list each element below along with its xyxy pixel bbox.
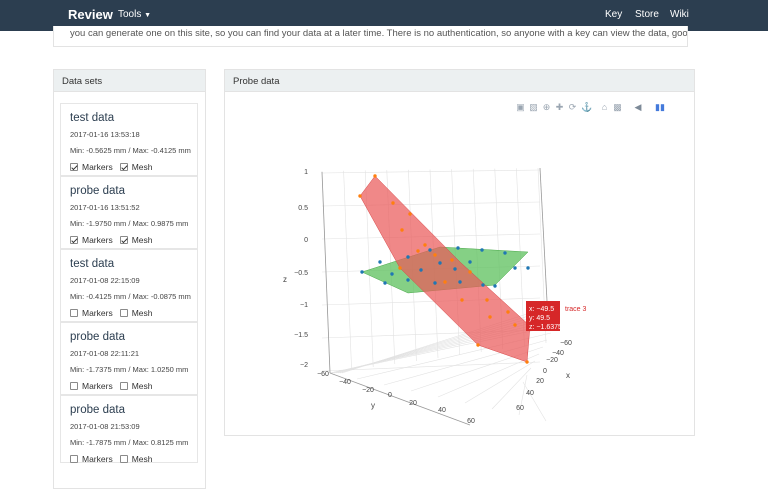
dataset-title[interactable]: test data [70, 258, 115, 270]
turntable-icon[interactable]: ⚓ [581, 101, 593, 112]
plot-modebar: ▣ ▧ ⊕ ✚ ⟳ ⚓ ⌂ ▩ ◀ ▮▮ [516, 101, 670, 113]
dataset-options: Markers Mesh [70, 162, 153, 172]
dataset-title[interactable]: probe data [70, 331, 125, 343]
dataset-range: Min: -0.5625 mm / Max: -0.4125 mm [70, 146, 191, 155]
zoom-icon[interactable]: ⊕ [542, 101, 551, 112]
reset-icon[interactable]: ▩ [613, 101, 622, 112]
dataset-date: 2017-01-08 22:11:21 [70, 349, 140, 358]
markers-checkbox[interactable] [70, 382, 78, 390]
banner-text: you can generate one on this site, so yo… [70, 28, 688, 39]
dataset-date: 2017-01-08 21:53:09 [70, 422, 140, 431]
dataset-options: Markers Mesh [70, 454, 153, 464]
dataset-options: Markers Mesh [70, 381, 153, 391]
home-icon[interactable]: ⌂ [601, 101, 608, 112]
markers-checkbox[interactable] [70, 236, 78, 244]
markers-label: Markers [82, 162, 113, 172]
info-banner: you can generate one on this site, so yo… [53, 26, 688, 47]
dataset-item: probe data 2017-01-16 13:51:52 Min: -1.975… [60, 176, 198, 249]
nav-link-wiki[interactable]: Wiki [670, 9, 689, 20]
brand-link[interactable]: Review [68, 7, 113, 22]
dataset-date: 2017-01-08 22:15:09 [70, 276, 140, 285]
pan-icon[interactable]: ✚ [555, 101, 564, 112]
tools-label: Tools [118, 9, 142, 20]
caret-down-icon: ▼ [144, 12, 152, 19]
probe-data-heading: Probe data [225, 70, 694, 92]
dataset-range: Min: -1.7375 mm / Max: 1.0250 mm [70, 365, 189, 374]
dataset-item: test data 2017-01-08 22:15:09 Min: -0.4125… [60, 249, 198, 322]
camera-icon[interactable]: ▣ [516, 101, 525, 112]
nav-link-store[interactable]: Store [635, 9, 659, 20]
nav-link-key[interactable]: Key [605, 9, 623, 20]
dataset-date: 2017-01-16 13:53:18 [70, 130, 140, 139]
datasets-heading: Data sets [54, 70, 205, 92]
mesh-label: Mesh [131, 308, 153, 318]
hover-icon[interactable]: ◀ [634, 101, 642, 112]
mesh-checkbox[interactable] [119, 163, 128, 171]
markers-label: Markers [82, 235, 113, 245]
mesh-label: Mesh [131, 381, 153, 391]
markers-label: Markers [82, 381, 113, 391]
dataset-item: probe data 2017-01-08 21:53:09 Min: -1.787… [60, 395, 198, 464]
mesh-checkbox[interactable] [119, 309, 128, 317]
dataset-item: test data 2017-01-16 13:53:18 Min: -0.5625… [60, 103, 198, 176]
save-icon[interactable]: ▧ [529, 101, 538, 112]
markers-checkbox[interactable] [70, 163, 78, 171]
markers-checkbox[interactable] [70, 455, 78, 463]
dataset-options: Markers Mesh [70, 235, 153, 245]
mesh-label: Mesh [131, 235, 153, 245]
dataset-title[interactable]: probe data [70, 404, 125, 416]
mesh-checkbox[interactable] [119, 382, 128, 390]
mesh-checkbox[interactable] [119, 455, 128, 463]
mesh-label: Mesh [131, 454, 153, 464]
dataset-title[interactable]: test data [70, 112, 115, 124]
dataset-date: 2017-01-16 13:51:52 [70, 203, 140, 212]
dataset-range: Min: -1.7875 mm / Max: 0.8125 mm [70, 438, 189, 447]
markers-label: Markers [82, 454, 113, 464]
dataset-range: Min: -0.4125 mm / Max: -0.0875 mm [70, 292, 191, 301]
tools-dropdown[interactable]: Tools ▼ [118, 9, 151, 20]
orbit-icon[interactable]: ⟳ [568, 101, 577, 112]
markers-label: Markers [82, 308, 113, 318]
markers-checkbox[interactable] [70, 309, 78, 317]
navbar: Review Tools ▼ Key Store Wiki [0, 0, 768, 31]
probe-data-panel: Probe data [224, 69, 695, 436]
mesh-label: Mesh [131, 162, 153, 172]
mesh-checkbox[interactable] [119, 236, 128, 244]
dataset-range: Min: -1.9750 mm / Max: 0.9875 mm [70, 219, 189, 228]
dataset-title[interactable]: probe data [70, 185, 125, 197]
dataset-options: Markers Mesh [70, 308, 153, 318]
plotly-logo-icon[interactable]: ▮▮ [655, 101, 665, 112]
dataset-item: probe data 2017-01-08 22:11:21 Min: -1.737… [60, 322, 198, 395]
